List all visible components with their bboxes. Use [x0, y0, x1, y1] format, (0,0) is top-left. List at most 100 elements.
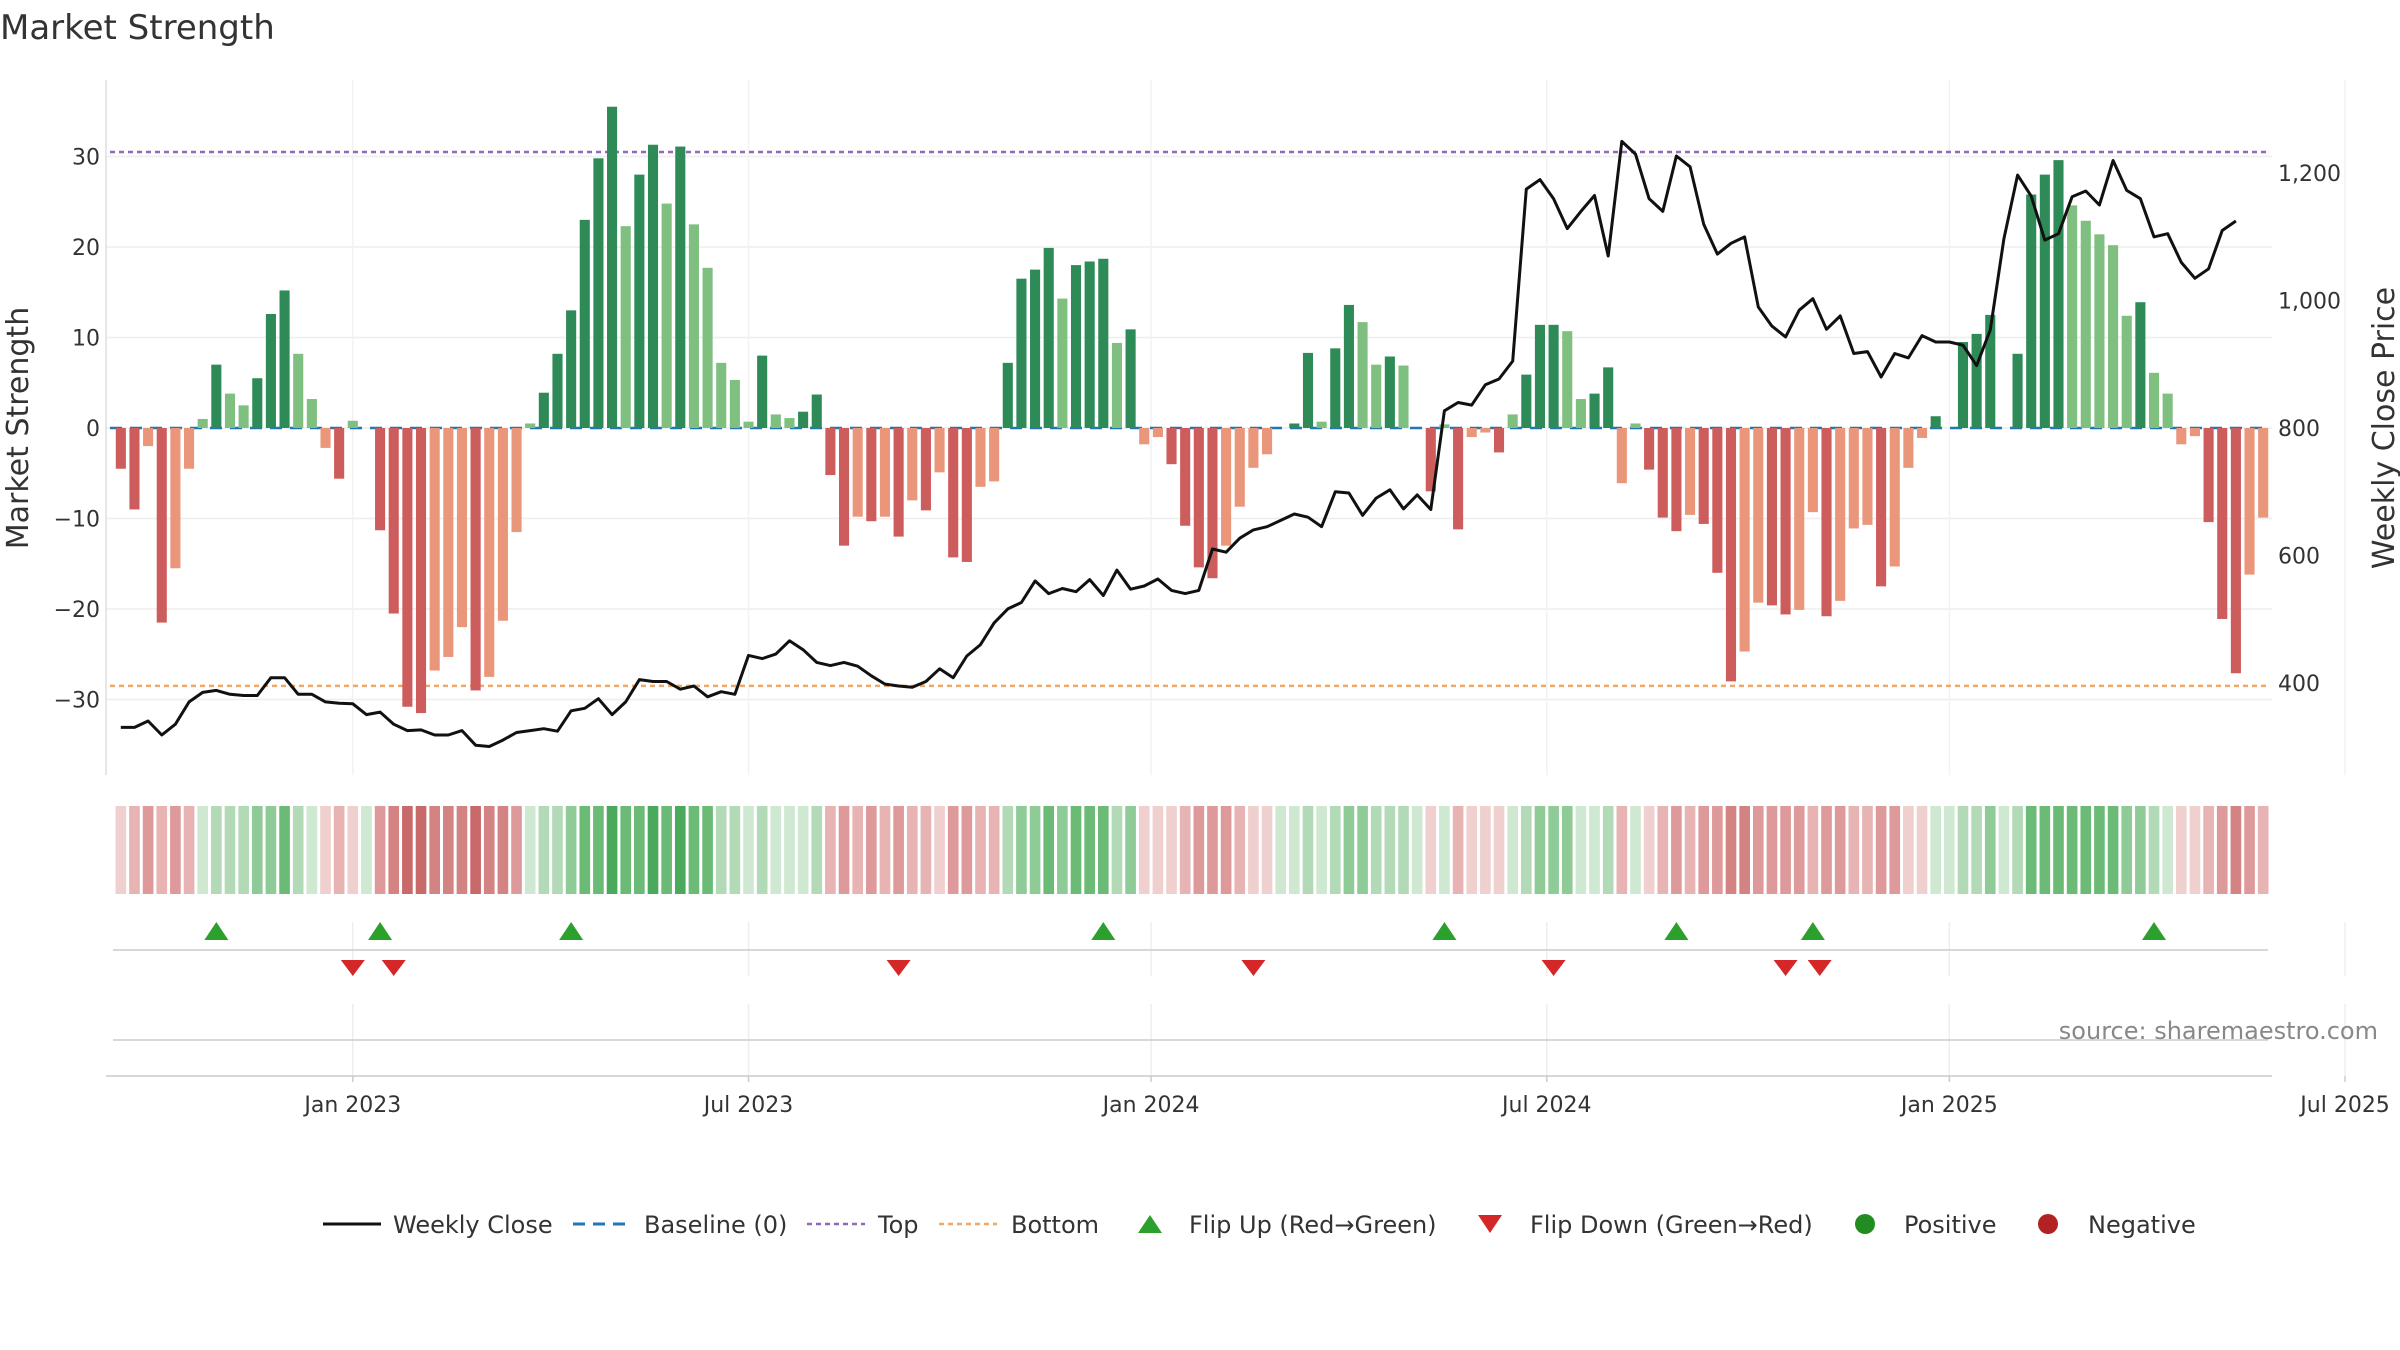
strength-bar	[1070, 265, 1082, 428]
strength-bar	[1398, 365, 1409, 428]
strength-bar	[620, 226, 631, 428]
strip-cell	[2257, 806, 2269, 894]
strength-bar	[1916, 428, 1928, 438]
strength-bar	[2135, 302, 2146, 428]
strength-bar	[1712, 428, 1723, 573]
strip-cell	[511, 806, 522, 894]
strip-cell	[456, 806, 468, 894]
strip-cell	[1384, 806, 1396, 894]
strength-bar	[770, 414, 781, 428]
strip-cell	[1944, 806, 1955, 894]
strip-cell	[2203, 806, 2214, 894]
legend: Weekly Close Baseline (0) Top Bottom Fli…	[323, 1211, 2196, 1239]
strip-cell	[1739, 806, 1750, 894]
strength-bar	[252, 378, 263, 428]
strip-cell	[306, 806, 318, 894]
strip-cell	[1248, 806, 1259, 894]
strip-cell	[538, 806, 550, 894]
strip-cell	[2216, 806, 2228, 894]
flip-up-marker	[204, 922, 229, 940]
strength-bar	[2026, 194, 2037, 428]
strip-cell	[1998, 806, 2010, 894]
strength-bar	[1371, 364, 1382, 428]
strength-bar	[1507, 414, 1518, 428]
strength-bar	[1835, 428, 1846, 601]
strip-cell	[388, 806, 400, 894]
flip-up-marker	[559, 922, 584, 940]
strength-bar	[975, 428, 986, 487]
strength-bar	[1002, 362, 1013, 428]
strength-bar	[1725, 428, 1737, 682]
strength-bar	[1234, 428, 1245, 507]
strip-cell	[2135, 806, 2146, 894]
strength-bar	[907, 428, 918, 501]
strength-bar	[1425, 428, 1436, 492]
flip-up-marker	[1091, 922, 1116, 940]
strength-bar	[811, 394, 822, 428]
strip-cell	[415, 806, 427, 894]
strip-cell	[238, 806, 249, 894]
strength-bar	[647, 144, 659, 429]
x-tick-label: Jan 2023	[302, 1093, 401, 1118]
flip-down-marker	[381, 960, 406, 976]
strength-bar	[115, 428, 126, 469]
strip-cell	[1766, 806, 1778, 894]
flip-down-marker	[1541, 960, 1566, 976]
strip-cell	[1793, 806, 1805, 894]
strip-cell	[524, 806, 536, 894]
strip-cell	[1575, 806, 1587, 894]
strength-bar	[2094, 234, 2105, 428]
strip-cell	[2162, 806, 2173, 894]
strength-bar	[661, 203, 672, 428]
strip-cell	[497, 806, 509, 894]
strength-bar	[224, 393, 236, 428]
strip-cell	[2148, 806, 2160, 894]
strip-cell	[2025, 806, 2037, 894]
strip-cell	[1971, 806, 1982, 894]
strip-cell	[852, 806, 864, 894]
strip-cell	[1725, 806, 1737, 894]
strip-cell	[292, 806, 304, 894]
strip-cell	[1207, 806, 1218, 894]
strength-bar	[552, 353, 563, 428]
positive-dot-icon	[1855, 1214, 1875, 1234]
y2-tick-label: 600	[2278, 544, 2320, 569]
strength-bar	[2080, 220, 2091, 428]
strip-cell	[402, 806, 413, 894]
flip-up-marker	[1432, 922, 1457, 940]
strength-bar	[347, 420, 358, 428]
strength-bar	[1330, 348, 1341, 428]
strength-bar	[2176, 428, 2187, 445]
strip-cell	[2012, 806, 2023, 894]
strength-bar	[484, 428, 495, 677]
strength-bar	[1698, 428, 1709, 524]
legend-flip-down: Flip Down (Green→Red)	[1478, 1211, 1813, 1239]
strip-cell	[1439, 806, 1450, 894]
strip-cell	[347, 806, 359, 894]
strength-bar	[2258, 428, 2269, 518]
strength-bar	[1043, 247, 1054, 428]
strip-cell	[1480, 806, 1491, 894]
left-ticks: 30 20 10 0 −10 −20 −30	[54, 146, 100, 714]
strength-bar	[593, 158, 604, 428]
strength-bar	[1548, 324, 1559, 428]
strip-cell	[2066, 806, 2078, 894]
strip-cell	[1398, 806, 1409, 894]
strength-bar	[566, 310, 577, 428]
strip-cell	[797, 806, 809, 894]
flip-markers	[204, 922, 2167, 976]
strip-cell	[142, 806, 154, 894]
strength-bar	[1248, 428, 1259, 468]
strip-cell	[743, 806, 754, 894]
strength-bar	[729, 380, 740, 428]
strip-cell	[1193, 806, 1205, 894]
strength-bar	[866, 428, 877, 522]
strength-bar	[538, 392, 549, 428]
strength-bar	[1016, 278, 1027, 428]
y2-tick-label: 1,000	[2278, 290, 2341, 315]
strength-bar	[1807, 428, 1818, 513]
legend-bottom: Bottom	[939, 1211, 1099, 1239]
strength-bar	[1753, 428, 1764, 603]
strip-cell	[1084, 806, 1095, 894]
strength-bar	[1193, 428, 1204, 568]
